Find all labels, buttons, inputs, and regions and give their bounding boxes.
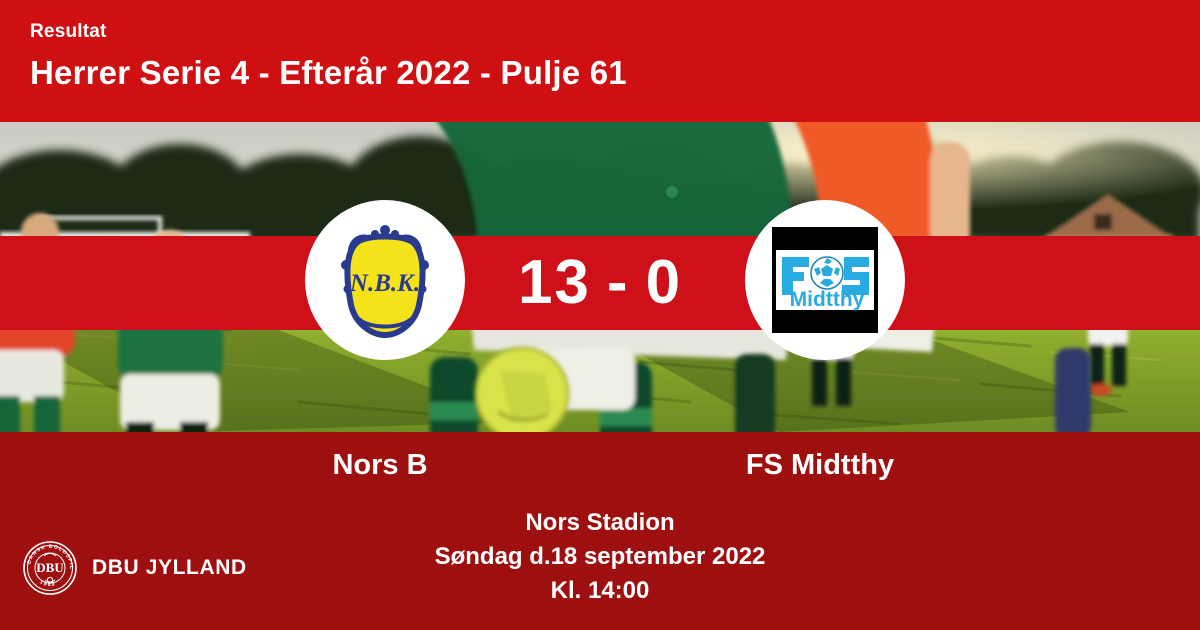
home-team-crest: N.B.K. (305, 200, 465, 360)
score-display: 13 - 0 (0, 236, 1200, 330)
away-team-name: FS Midtthy (745, 449, 895, 481)
dbu-brand-label: DBU JYLLAND (92, 556, 247, 579)
score-bar (0, 236, 1200, 330)
nbk-shield-icon: N.B.K. (341, 225, 429, 339)
match-time: Kl. 14:00 (550, 577, 650, 605)
match-info: Nors Stadion Søndag d.18 september 2022 … (0, 506, 1200, 608)
dbu-emblem-icon: DANSK BOLDSPIL UNION 1889 DBU (22, 540, 77, 595)
away-team-crest: Midtthy (745, 200, 905, 360)
score-separator: - (606, 248, 630, 317)
dbu-jylland-brand: DANSK BOLDSPIL UNION 1889 DBU DBU JYLLAN… (22, 540, 247, 596)
fos-midtthy-logo-icon: Midtthy (772, 227, 878, 333)
away-score: 0 (645, 248, 683, 317)
home-team-name: Nors B (332, 449, 428, 481)
header: Resultat Herrer Serie 4 - Efterår 2022 -… (0, 0, 1200, 122)
match-date: Søndag d.18 september 2022 (434, 543, 766, 571)
home-score: 13 (517, 248, 591, 317)
svg-text:1889: 1889 (38, 579, 56, 588)
svg-text:DBU: DBU (36, 560, 64, 575)
svg-text:Midtthy: Midtthy (790, 288, 865, 311)
page-title: Herrer Serie 4 - Efterår 2022 - Pulje 61 (30, 54, 627, 91)
match-photo (0, 122, 1200, 432)
svg-text:N.B.K.: N.B.K. (349, 270, 420, 297)
match-venue: Nors Stadion (525, 509, 675, 536)
footer: Nors B FS Midtthy Nors Stadion Søndag d.… (0, 432, 1200, 630)
header-kicker: Resultat (30, 21, 107, 42)
